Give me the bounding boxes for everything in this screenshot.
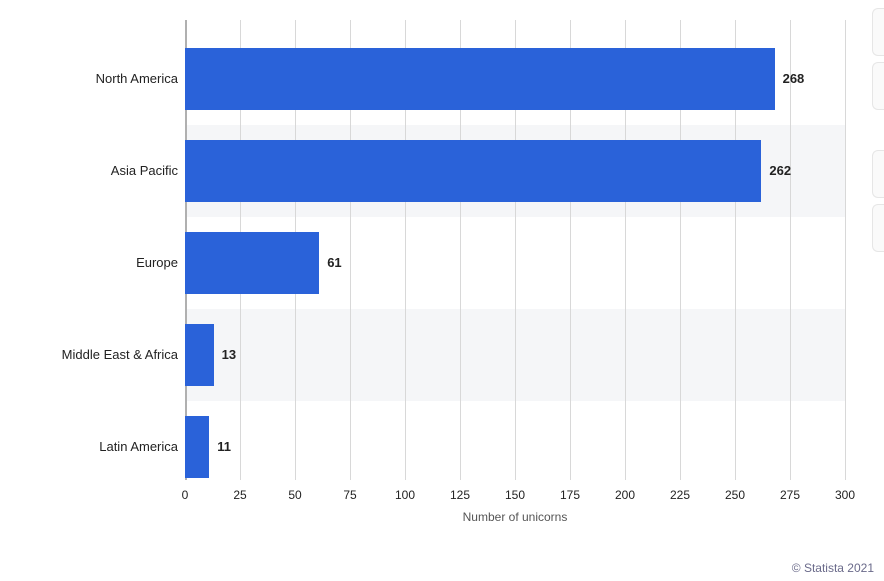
x-tick-label: 250: [725, 488, 745, 502]
bar-value-label: 11: [217, 439, 231, 454]
side-toolbar: [864, 0, 884, 260]
x-tick-label: 300: [835, 488, 855, 502]
x-tick-label: 150: [505, 488, 525, 502]
bar-value-label: 13: [222, 347, 236, 362]
category-label: Middle East & Africa: [3, 347, 178, 362]
bar-value-label: 262: [769, 163, 791, 178]
bar[interactable]: [185, 232, 319, 294]
x-tick-label: 275: [780, 488, 800, 502]
plot-area: 268 262 61 13 11: [185, 20, 845, 480]
copyright-text: © Statista 2021: [792, 561, 874, 575]
gridline: [845, 20, 846, 480]
x-tick-label: 225: [670, 488, 690, 502]
chart-container: 268 262 61 13 11 Number of unicorns 0 25 50 75 1…: [5, 10, 860, 540]
bar-value-label: 61: [327, 255, 341, 270]
x-axis-title: Number of unicorns: [185, 510, 845, 524]
category-label: Asia Pacific: [3, 163, 178, 178]
x-tick-label: 100: [395, 488, 415, 502]
gridline: [790, 20, 791, 480]
x-tick-label: 175: [560, 488, 580, 502]
x-tick-label: 0: [182, 488, 189, 502]
side-button[interactable]: [872, 8, 884, 56]
bar[interactable]: [185, 48, 775, 110]
bar[interactable]: [185, 324, 214, 386]
bar[interactable]: [185, 140, 761, 202]
category-label: Latin America: [3, 439, 178, 454]
side-button[interactable]: [872, 150, 884, 198]
side-button[interactable]: [872, 204, 884, 252]
category-label: North America: [3, 71, 178, 86]
category-label: Europe: [3, 255, 178, 270]
bar[interactable]: [185, 416, 209, 478]
x-tick-label: 75: [343, 488, 356, 502]
x-tick-label: 125: [450, 488, 470, 502]
x-tick-label: 200: [615, 488, 635, 502]
x-tick-label: 50: [288, 488, 301, 502]
bar-value-label: 268: [783, 71, 805, 86]
x-tick-label: 25: [233, 488, 246, 502]
side-button[interactable]: [872, 62, 884, 110]
